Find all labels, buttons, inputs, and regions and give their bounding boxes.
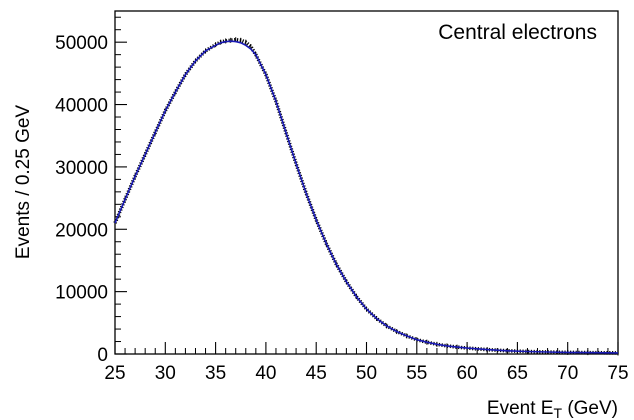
y-tick-label: 0 (97, 345, 108, 366)
annotation-label: Central electrons (438, 21, 597, 44)
y-axis-title: Events / 0.25 GeV (13, 105, 34, 260)
tick-labels: 25 30 35 40 45 50 55 60 65 70 75 0 10000 20000 30000 40… (55, 33, 628, 384)
plot-frame (114, 10, 619, 355)
x-tick-label: 45 (306, 363, 327, 384)
x-axis-title-suffix: (GeV) (562, 398, 618, 419)
x-tick-label: 50 (356, 363, 377, 384)
x-tick-label: 75 (607, 363, 628, 384)
x-axis-title: Event ET (GeV) (487, 398, 618, 420)
x-tick-label: 40 (255, 363, 276, 384)
x-axis-title-subscript: T (553, 405, 562, 420)
x-axis-title-symbol: E (541, 398, 554, 419)
x-tick-label: 25 (104, 363, 125, 384)
y-tick-label: 50000 (55, 33, 108, 54)
x-tick-label: 60 (457, 363, 478, 384)
x-tick-label: 35 (205, 363, 226, 384)
minor-ticks (115, 16, 609, 354)
y-tick-label: 40000 (55, 96, 108, 117)
x-tick-label: 65 (507, 363, 528, 384)
x-tick-label: 70 (557, 363, 578, 384)
x-tick-label: 30 (155, 363, 176, 384)
y-tick-label: 20000 (55, 220, 108, 241)
data-points-line (113, 37, 619, 355)
series-layer (113, 37, 619, 356)
y-tick-label: 30000 (55, 158, 108, 179)
x-tick-label: 55 (406, 363, 427, 384)
fit-curve-line (114, 40, 619, 354)
x-axis-title-prefix: Event (487, 398, 541, 419)
y-tick-label: 10000 (55, 283, 108, 304)
